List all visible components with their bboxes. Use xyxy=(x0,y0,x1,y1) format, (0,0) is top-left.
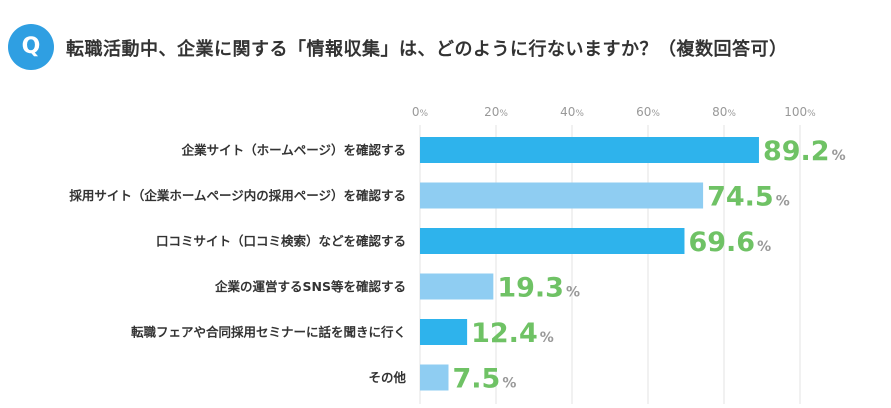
x-tick-label: 0% xyxy=(412,105,429,119)
category-label: その他 xyxy=(368,370,406,385)
value-number: 12.4 xyxy=(471,318,538,349)
x-tick-unit: % xyxy=(651,109,660,119)
x-tick-label: 100% xyxy=(784,105,816,119)
x-tick-unit: % xyxy=(727,109,736,119)
value-unit: % xyxy=(757,239,771,255)
value-unit: % xyxy=(776,194,790,210)
category-label: 採用サイト（企業ホームページ内の採用ページ）を確認する xyxy=(69,188,406,203)
x-tick-unit: % xyxy=(575,109,584,119)
value-number: 7.5 xyxy=(453,364,501,395)
value-number: 89.2 xyxy=(763,136,830,167)
x-tick-value: 60 xyxy=(636,105,651,119)
x-tick-label: 40% xyxy=(560,105,584,119)
x-tick-value: 40 xyxy=(560,105,575,119)
x-tick-value: 20 xyxy=(484,105,499,119)
value-label: 74.5% xyxy=(707,182,790,213)
x-tick-value: 100 xyxy=(784,105,807,119)
x-tick-value: 80 xyxy=(712,105,727,119)
category-label: 転職フェアや合同採用セミナーに話を聞きに行く xyxy=(131,325,406,340)
bar xyxy=(420,182,704,209)
question-badge: Q xyxy=(8,24,54,70)
bar xyxy=(420,137,759,163)
value-number: 74.5 xyxy=(707,182,774,213)
value-label: 7.5% xyxy=(453,364,517,395)
value-number: 69.6 xyxy=(688,227,755,258)
category-label: 口コミサイト（口コミ検索）などを確認する xyxy=(156,234,406,249)
question-title: 転職活動中、企業に関する「情報収集」は、どのように行ないますか？（複数回答可） xyxy=(66,39,788,60)
value-unit: % xyxy=(502,376,516,392)
x-tick-label: 20% xyxy=(484,105,508,119)
category-label: 企業の運営するSNS等を確認する xyxy=(214,279,406,294)
bar xyxy=(420,364,449,391)
category-label: 企業サイト（ホームページ）を確認する xyxy=(181,143,406,158)
value-number: 19.3 xyxy=(497,273,564,304)
x-tick-label: 60% xyxy=(636,105,660,119)
value-label: 12.4% xyxy=(471,318,554,349)
value-label: 89.2% xyxy=(763,136,846,167)
value-unit: % xyxy=(566,285,580,301)
value-unit: % xyxy=(832,148,846,164)
x-tick-unit: % xyxy=(499,109,508,119)
x-tick-value: 0 xyxy=(412,105,420,119)
x-tick-unit: % xyxy=(807,109,816,119)
value-label: 19.3% xyxy=(497,273,580,304)
value-label: 69.6% xyxy=(688,227,771,258)
bar xyxy=(420,228,685,254)
x-tick-label: 80% xyxy=(712,105,736,119)
value-unit: % xyxy=(540,330,554,346)
bar xyxy=(420,273,494,300)
bar xyxy=(420,319,468,345)
x-tick-unit: % xyxy=(420,109,429,119)
